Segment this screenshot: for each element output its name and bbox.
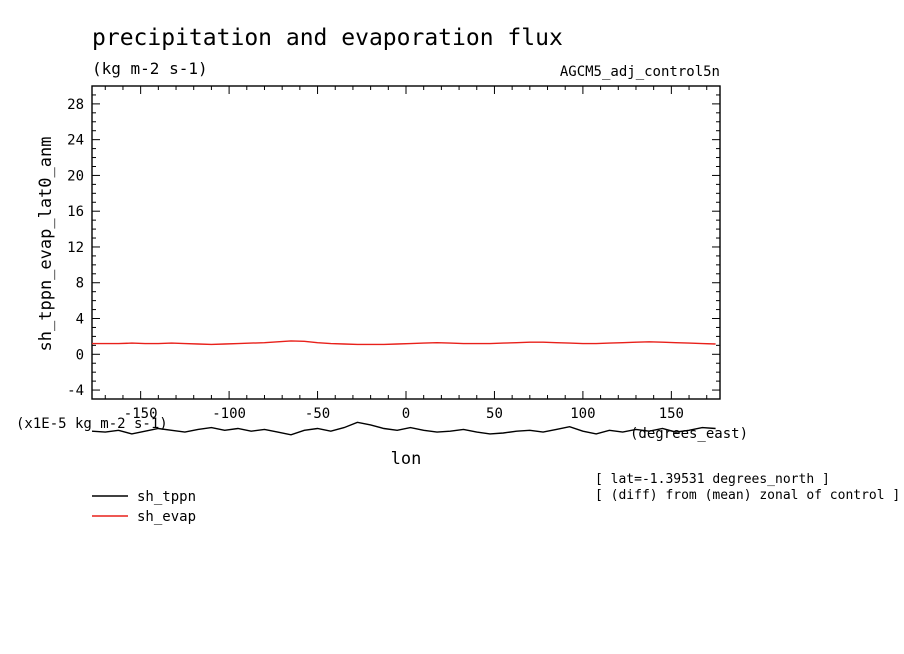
x-tick-label: -50 <box>305 406 330 422</box>
series-lines <box>91 340 716 436</box>
y-tick-label: 28 <box>67 97 84 113</box>
x-tick-label: 50 <box>486 406 503 422</box>
x-tick-label: 150 <box>659 406 684 422</box>
diff-note: [ (diff) from (mean) zonal of control ] <box>595 488 900 503</box>
y-scale-note: (x1E-5 kg m-2 s-1) <box>16 416 168 432</box>
y-tick-label: 0 <box>76 347 84 363</box>
x-ticks <box>104 86 708 399</box>
y-tick-label: 4 <box>76 312 84 328</box>
chart-title: precipitation and evaporation flux <box>92 25 563 51</box>
x-units-label: (degrees_east) <box>630 426 748 442</box>
run-label: AGCM5_adj_control5n <box>560 64 720 80</box>
plot-area: -4 0 4 8 12 16 20 24 28 -150 -100 -50 0 50 100 150 <box>67 85 721 436</box>
y-tick-label: -4 <box>67 383 84 399</box>
legend-label-sh-tppn: sh_tppn <box>137 489 196 505</box>
x-tick-labels: -150 -100 -50 0 50 100 150 <box>124 406 684 422</box>
x-axis-label: lon <box>391 449 422 469</box>
chart-subtitle: (kg m-2 s-1) <box>92 59 208 78</box>
legend: sh_tppn sh_evap <box>92 489 196 525</box>
series-line-sh-tppn <box>91 421 716 436</box>
y-tick-labels: -4 0 4 8 12 16 20 24 28 <box>67 97 84 399</box>
y-tick-label: 12 <box>67 240 84 256</box>
x-tick-label: -150 <box>124 406 158 422</box>
y-tick-label: 8 <box>76 276 84 292</box>
y-tick-label: 20 <box>67 168 84 184</box>
y-tick-label: 24 <box>67 133 84 149</box>
plot-frame <box>91 85 721 400</box>
x-tick-label: 0 <box>402 406 410 422</box>
y-axis-label: sh_tppn_evap_lat0_anm <box>36 137 56 352</box>
x-tick-label: -100 <box>212 406 246 422</box>
x-tick-label: 100 <box>570 406 595 422</box>
lat-note: [ lat=-1.39531 degrees_north ] <box>595 472 830 487</box>
series-line-sh-evap <box>92 340 716 346</box>
legend-label-sh-evap: sh_evap <box>137 509 196 525</box>
y-ticks <box>92 85 720 400</box>
y-tick-label: 16 <box>67 204 84 220</box>
